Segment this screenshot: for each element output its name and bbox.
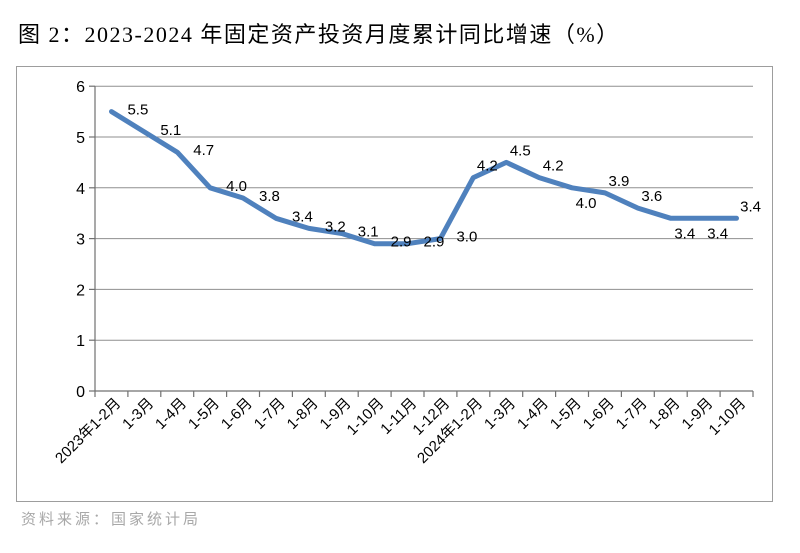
data-label: 3.4 <box>740 198 761 215</box>
x-axis-label: 1-8月 <box>646 395 684 433</box>
chart-title: 图 2：2023-2024 年固定资产投资月度累计同比增速（%） <box>18 22 620 47</box>
line-chart: 01234562023年1-2月1-3月1-4月1-5月1-6月1-7月1-8月… <box>52 79 761 467</box>
data-label: 2.9 <box>391 234 412 251</box>
data-label: 4.2 <box>543 158 564 175</box>
data-label: 3.1 <box>358 224 379 241</box>
x-axis-label: 1-5月 <box>547 395 585 433</box>
x-axis-label: 1-6月 <box>218 395 256 433</box>
source-note: 资料来源：国家统计局 <box>21 512 202 528</box>
x-axis-label: 2023年1-2月 <box>52 395 124 467</box>
x-axis-label: 1-8月 <box>284 395 322 433</box>
x-axis-label: 1-3月 <box>481 395 519 433</box>
data-label: 3.4 <box>292 208 313 225</box>
data-label: 4.0 <box>576 195 597 212</box>
x-axis-label: 1-10月 <box>344 395 388 439</box>
data-label: 3.9 <box>609 173 630 190</box>
data-label: 4.0 <box>226 178 247 195</box>
data-label: 3.4 <box>674 225 695 242</box>
data-label: 5.5 <box>127 102 148 119</box>
data-label: 3.6 <box>641 188 662 205</box>
data-label: 4.5 <box>510 142 531 159</box>
y-axis-label: 5 <box>76 130 85 147</box>
y-axis-label: 0 <box>76 384 85 401</box>
y-axis-label: 1 <box>76 333 85 350</box>
y-axis-label: 6 <box>76 79 85 96</box>
x-axis-label: 1-5月 <box>185 395 223 433</box>
x-axis-label: 1-7月 <box>251 395 289 433</box>
x-axis-label: 1-6月 <box>580 395 618 433</box>
data-label: 3.2 <box>325 218 346 235</box>
y-axis-label: 4 <box>76 181 85 198</box>
data-label: 5.1 <box>160 122 181 139</box>
x-axis-label: 1-7月 <box>613 395 651 433</box>
data-label: 4.7 <box>193 142 214 159</box>
y-axis-label: 3 <box>76 232 85 249</box>
x-axis-label: 1-10月 <box>706 395 750 439</box>
x-axis-label: 1-3月 <box>119 395 157 433</box>
data-label: 3.4 <box>707 225 728 242</box>
data-label: 4.2 <box>477 158 498 175</box>
x-axis-label: 1-4月 <box>152 395 190 433</box>
y-axis-label: 2 <box>76 282 85 299</box>
chart-frame: 0 1 2 3 4 5 6 2023年1-2月 1-3月 1-4月 1-5月 1-6月 1-7月 1-8月… <box>16 66 773 502</box>
data-label: 3.0 <box>456 229 477 246</box>
x-axis-label: 1-4月 <box>514 395 552 433</box>
data-label: 3.8 <box>259 188 280 205</box>
data-series-line <box>109 109 739 247</box>
data-label: 2.9 <box>424 234 445 251</box>
